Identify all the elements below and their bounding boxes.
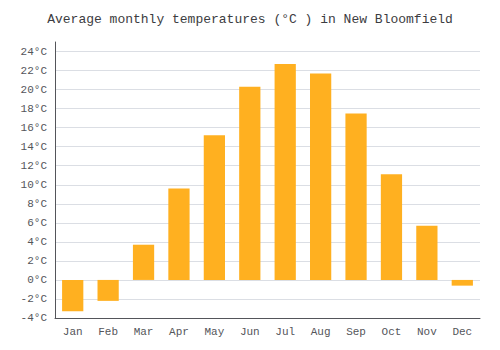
svg-text:Jun: Jun <box>240 326 260 338</box>
svg-text:Average monthly temperatures (: Average monthly temperatures (°C ) in Ne… <box>47 12 453 27</box>
svg-text:Dec: Dec <box>452 326 472 338</box>
svg-text:-2°C: -2°C <box>21 293 48 305</box>
svg-text:2°C: 2°C <box>27 255 47 267</box>
svg-text:0°C: 0°C <box>27 274 47 286</box>
svg-text:8°C: 8°C <box>27 198 47 210</box>
svg-text:Oct: Oct <box>382 326 402 338</box>
svg-text:12°C: 12°C <box>21 160 48 172</box>
svg-text:Apr: Apr <box>169 326 189 338</box>
svg-text:Nov: Nov <box>417 326 437 338</box>
svg-text:Feb: Feb <box>98 326 118 338</box>
svg-text:May: May <box>204 326 224 338</box>
svg-text:14°C: 14°C <box>21 141 48 153</box>
svg-text:24°C: 24°C <box>21 46 48 58</box>
svg-text:10°C: 10°C <box>21 179 48 191</box>
svg-text:Mar: Mar <box>134 326 154 338</box>
svg-text:16°C: 16°C <box>21 122 48 134</box>
svg-text:4°C: 4°C <box>27 236 47 248</box>
svg-text:Jul: Jul <box>275 326 295 338</box>
svg-text:Aug: Aug <box>311 326 331 338</box>
svg-text:Sep: Sep <box>346 326 366 338</box>
svg-text:Jan: Jan <box>63 326 83 338</box>
svg-text:22°C: 22°C <box>21 65 48 77</box>
svg-text:20°C: 20°C <box>21 84 48 96</box>
svg-text:-4°C: -4°C <box>21 312 48 324</box>
svg-text:18°C: 18°C <box>21 103 48 115</box>
svg-text:6°C: 6°C <box>27 217 47 229</box>
